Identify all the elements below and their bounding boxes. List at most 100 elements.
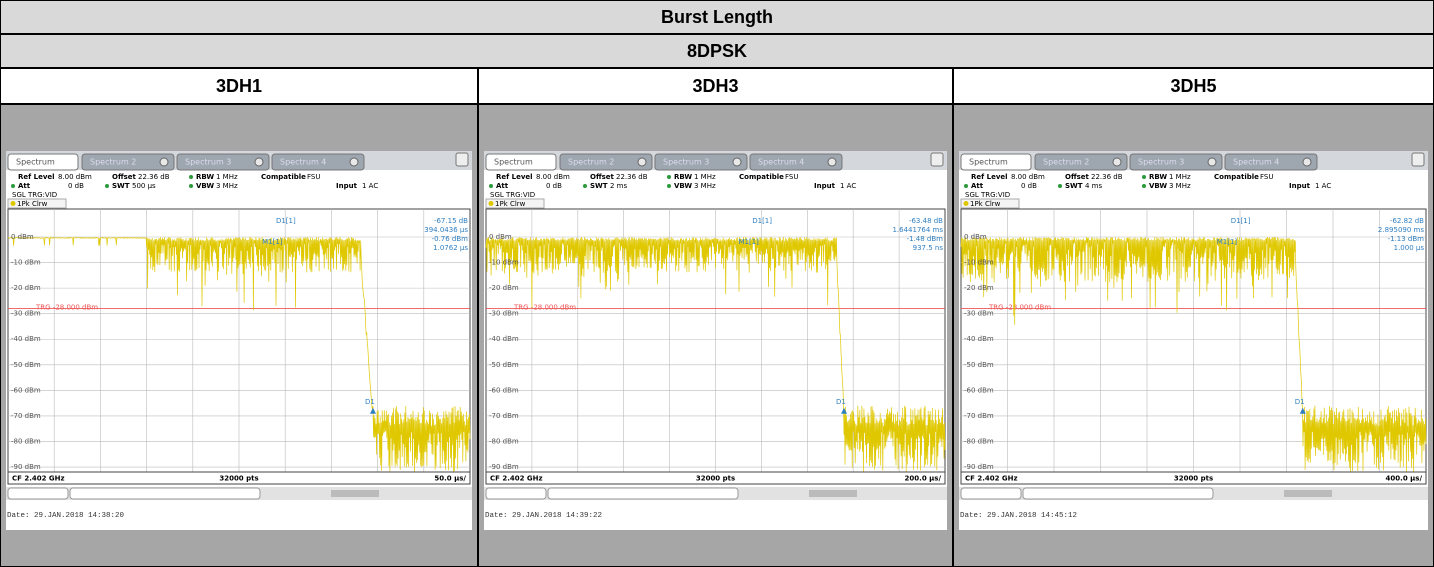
y-label: -10 dBm	[489, 259, 519, 267]
marker-value: -67.15 dB	[434, 217, 468, 225]
y-label: -60 dBm	[11, 386, 41, 394]
info-key: Ref Level	[496, 173, 533, 181]
tab-close	[159, 157, 169, 167]
info-value: 1 AC	[362, 182, 378, 190]
info-key: VBW	[674, 182, 692, 190]
info-value: FSU	[1260, 173, 1273, 181]
progress	[1284, 490, 1332, 497]
marker-name: D1[1]	[1231, 217, 1251, 225]
info-value: 8.00 dBm	[536, 173, 570, 181]
info-value: 0 dB	[1021, 182, 1037, 190]
trace-box	[960, 198, 1020, 209]
marker-value: -0.76 dBm	[432, 235, 469, 243]
menu-icon	[455, 152, 469, 167]
y-label: -70 dBm	[964, 412, 994, 420]
date: Date: 29.JAN.2018 14:45:12	[960, 512, 1077, 520]
info-value: 22.36 dB	[1091, 173, 1123, 181]
control-field	[960, 487, 1022, 500]
tab	[271, 153, 365, 171]
info-value: FSU	[307, 173, 320, 181]
trigger-label: TRG -28.000 dBm	[988, 304, 1051, 312]
info-value: 3 MHz	[216, 182, 238, 190]
menu-icon	[1411, 152, 1425, 167]
info-value: 22.36 dB	[616, 173, 648, 181]
info-value: 3 MHz	[694, 182, 716, 190]
coupling-dot	[964, 184, 968, 188]
info-value: 1 MHz	[216, 173, 238, 181]
tab-label: Spectrum 4	[1233, 158, 1279, 167]
tab-label: Spectrum	[16, 158, 55, 167]
table-title: Burst Length	[661, 7, 773, 27]
marker-name: M1[1]	[738, 238, 759, 246]
column-label: 3DH5	[1170, 76, 1216, 96]
tab-label: Spectrum 4	[758, 158, 804, 167]
coupling-dot	[1142, 184, 1146, 188]
info-key: VBW	[196, 182, 214, 190]
y-label: -40 dBm	[489, 335, 519, 343]
delta-marker	[369, 407, 376, 414]
info-key: Input	[1289, 182, 1311, 190]
footer-bar	[960, 471, 1427, 485]
control-field	[547, 487, 739, 500]
info-key: Ref Level	[18, 173, 55, 181]
center-freq: CF 2.402 GHz	[490, 475, 543, 483]
tab-close	[254, 157, 264, 167]
y-label: -20 dBm	[489, 284, 519, 292]
center-freq: CF 2.402 GHz	[965, 475, 1018, 483]
y-label: -30 dBm	[489, 310, 519, 318]
trace-label: 1Pk Clrw	[495, 200, 526, 208]
info-key: Compatible	[1214, 173, 1259, 181]
marker-value: -1.48 dBm	[907, 235, 944, 243]
y-label: -90 dBm	[489, 463, 519, 471]
points: 32000 pts	[1174, 475, 1213, 483]
tab	[749, 153, 843, 171]
tab-close	[1112, 157, 1122, 167]
y-label: -80 dBm	[11, 437, 41, 445]
coupling-dot	[189, 184, 193, 188]
delta-marker-label: D1	[365, 398, 375, 406]
y-label: 0 dBm	[11, 233, 34, 241]
info-key: VBW	[1149, 182, 1167, 190]
info-value: 1 MHz	[694, 173, 716, 181]
span: 400.0 µs/	[1386, 475, 1423, 483]
title-row	[0, 0, 1434, 34]
trigger-label: TRG -28.000 dBm	[513, 304, 576, 312]
info-value: 1 AC	[1315, 182, 1331, 190]
coupling-dot	[583, 184, 587, 188]
info-value: 22.36 dB	[138, 173, 170, 181]
tab-close	[1302, 157, 1312, 167]
info-value: 0 dB	[68, 182, 84, 190]
info-value: 4 ms	[1085, 182, 1102, 190]
info-value: 8.00 dBm	[58, 173, 92, 181]
coupling-dot	[667, 175, 671, 179]
marker-name: M1[1]	[262, 238, 283, 246]
coupling-dot	[105, 184, 109, 188]
tab-label: Spectrum 2	[1043, 158, 1089, 167]
control-field	[1022, 487, 1214, 500]
y-label: -80 dBm	[964, 437, 994, 445]
tab-label: Spectrum 3	[185, 158, 231, 167]
tab-close	[1207, 157, 1217, 167]
tab	[960, 153, 1032, 171]
tab	[485, 153, 557, 171]
y-label: -20 dBm	[11, 284, 41, 292]
tab	[176, 153, 270, 171]
delta-marker	[841, 407, 848, 414]
tab	[1034, 153, 1128, 171]
y-label: -20 dBm	[964, 284, 994, 292]
trace-label: 1Pk Clrw	[17, 200, 48, 208]
info-value: 0 dB	[546, 182, 562, 190]
info-value: 3 MHz	[1169, 182, 1191, 190]
y-label: -60 dBm	[964, 386, 994, 394]
info-value: FSU	[785, 173, 798, 181]
trace	[7, 236, 471, 473]
center-freq: CF 2.402 GHz	[12, 475, 65, 483]
info-key: Compatible	[261, 173, 306, 181]
control-field	[7, 487, 69, 500]
y-label: -50 dBm	[11, 361, 41, 369]
info-key: SWT	[1065, 182, 1083, 190]
y-label: -10 dBm	[964, 259, 994, 267]
tab-label: Spectrum 4	[280, 158, 326, 167]
marker-value: -1.13 dBm	[1388, 235, 1425, 243]
info-value: 2 ms	[610, 182, 627, 190]
